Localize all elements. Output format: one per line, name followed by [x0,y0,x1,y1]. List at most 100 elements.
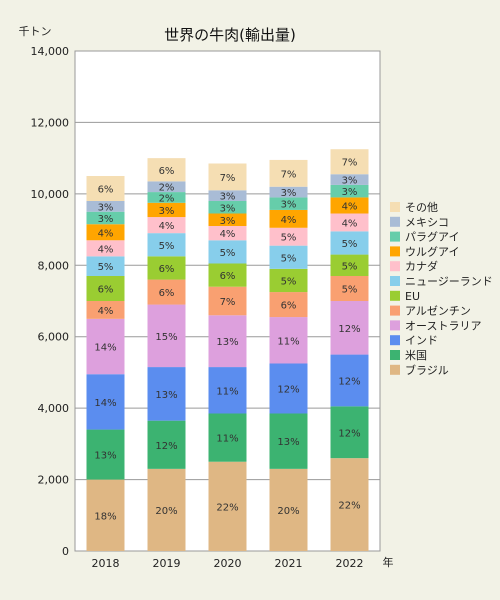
segment-label: 7% [281,169,297,180]
segment-label: 4% [98,244,114,255]
bar-segment [269,317,308,364]
bar-segment [208,286,247,316]
legend-label: インド [405,334,438,347]
y-axis-label: 千トン [19,25,52,38]
bar-segment [330,213,369,232]
x-tick-label: 2022 [336,557,364,570]
legend-label: ニュージーランド [405,275,493,288]
bar-segment [269,227,308,246]
segment-label: 18% [94,511,116,522]
segment-label: 11% [216,386,238,397]
bar-segment [86,211,125,225]
segment-label: 3% [98,202,114,213]
y-tick-label: 2,000 [38,474,70,487]
bar-segment [208,163,247,191]
bar-segment [330,301,369,355]
bar-segment [269,292,308,318]
legend-label: メキシコ [405,216,449,229]
segment-label: 3% [342,176,358,187]
y-tick-label: 4,000 [38,402,70,415]
x-tick-label: 2018 [92,557,120,570]
legend-label: オーストラリア [405,319,481,332]
segment-label: 4% [342,218,358,229]
segment-label: 4% [281,215,297,226]
segment-label: 2% [159,183,175,194]
bar-segment [147,420,186,469]
bar-segment [208,240,247,264]
bar-segment [330,231,369,255]
segment-label: 3% [220,203,236,214]
bar-segment [269,468,308,551]
axis-layer: 0 2,000 4,000 6,000 8,000 10,000 12,000 14,000 2… [31,45,364,570]
segment-label: 5% [342,285,358,296]
legend-swatch [390,276,400,286]
bar-segment [147,256,186,280]
legend-swatch [390,364,400,375]
bar-segment [208,190,247,201]
bar-segment [269,363,308,414]
x-tick-label: 2020 [214,557,242,570]
bar-segment [86,276,125,301]
segment-label: 6% [159,288,175,299]
chart-title: 世界の牛肉(輸出量) [164,26,296,44]
bar-segment [86,429,125,480]
bar-segment [330,197,369,214]
segment-label: 12% [338,324,360,335]
segment-label: 6% [98,285,114,296]
legend-label: その他 [405,201,438,214]
bar-segment [269,268,308,293]
segment-label: 3% [220,192,236,203]
bar-segment [330,406,369,459]
segment-label: 20% [155,506,177,517]
bar-segment [147,279,186,305]
bar-segment [86,240,125,257]
segment-label: 11% [277,336,299,347]
segment-label: 20% [277,506,299,517]
segment-label: 12% [155,441,177,452]
legend-label: アルゼンチン [405,305,471,318]
x-tick-label: 2019 [153,557,181,570]
segment-label: 3% [98,214,114,225]
segment-label: 12% [338,428,360,439]
segment-label: 5% [159,241,175,252]
x-tick-label: 2021 [275,557,303,570]
bar-segment [269,209,308,228]
segment-label: 4% [98,306,114,317]
bar-segment [330,149,369,175]
legend-swatch [390,290,400,301]
bar-segment [208,367,247,414]
segment-label: 3% [281,200,297,211]
bar-segment [147,233,186,257]
segment-label: 12% [338,376,360,387]
segment-label: 5% [281,233,297,244]
y-tick-label: 8,000 [38,259,70,272]
segment-label: 13% [155,390,177,401]
bar-segment [147,304,186,368]
bar-segment [269,159,308,187]
segment-label: 5% [342,239,358,250]
bar-segment [147,202,186,218]
bar-segment [86,374,125,430]
legend-label: EU [405,290,420,303]
segment-label: 5% [281,276,297,287]
legend-label: パラグアイ [405,230,459,244]
bar-segment [86,224,125,241]
bar-segment [208,413,247,462]
bar-segment [147,158,186,182]
segment-label: 4% [342,201,358,212]
x-axis-label: 年 [383,555,394,569]
bar-segment [208,226,247,241]
legend-swatch [390,202,400,212]
segment-label: 22% [216,502,238,513]
legend-swatch [390,335,400,346]
segment-label: 5% [342,261,358,272]
segment-label: 7% [342,158,358,169]
segment-label: 14% [94,343,116,354]
segment-label: 5% [220,248,236,259]
segment-label: 3% [159,206,175,217]
y-tick-label: 6,000 [38,331,70,344]
bar-segment [330,276,369,301]
bar-segment [86,201,125,212]
